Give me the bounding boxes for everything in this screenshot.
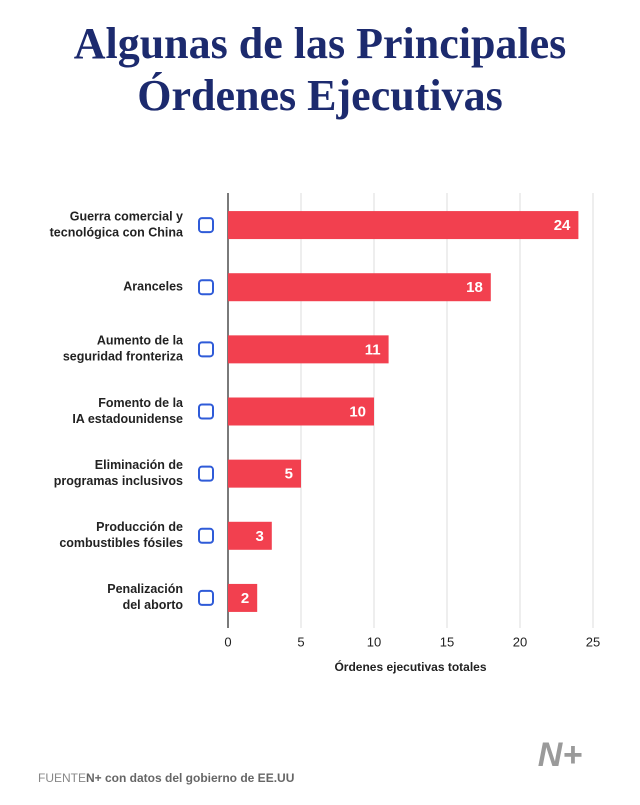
y-tick-label: combustibles fósiles xyxy=(59,536,183,550)
value-label: 11 xyxy=(365,341,381,358)
x-tick-label: 0 xyxy=(224,634,231,649)
value-label: 24 xyxy=(554,217,571,234)
x-tick-label: 5 xyxy=(297,634,304,649)
category-icon xyxy=(198,589,214,606)
value-label: 5 xyxy=(285,466,293,483)
x-tick-label: 10 xyxy=(367,634,381,649)
y-tick-label: del aborto xyxy=(123,598,184,612)
bar xyxy=(228,521,272,550)
bar xyxy=(228,211,579,240)
category-icon xyxy=(198,341,214,358)
y-tick-label: Eliminación de xyxy=(95,458,183,472)
category-icon xyxy=(198,465,214,482)
bar xyxy=(228,583,258,612)
category-icon xyxy=(198,279,214,296)
value-label: 3 xyxy=(255,528,263,545)
value-label: 18 xyxy=(466,279,483,296)
bar xyxy=(228,459,301,488)
chart-title: Órdenes Ejecutivas xyxy=(137,71,502,120)
bar xyxy=(228,335,389,364)
x-axis-label: Órdenes ejecutivas totales xyxy=(334,659,486,674)
y-tick-label: programas inclusivos xyxy=(54,474,183,488)
logo: N+ xyxy=(538,736,583,774)
value-label: 2 xyxy=(241,590,249,607)
y-tick-label: tecnológica con China xyxy=(50,225,184,239)
bar xyxy=(228,397,374,426)
category-icon xyxy=(198,217,214,234)
y-tick-label: IA estadounidense xyxy=(72,412,183,426)
x-tick-label: 20 xyxy=(513,634,527,649)
source-label: FUENTE xyxy=(38,771,86,785)
y-tick-label: Aumento de la xyxy=(97,334,184,348)
value-label: 10 xyxy=(349,403,366,420)
y-tick-label: Aranceles xyxy=(123,280,183,294)
x-tick-label: 25 xyxy=(586,634,600,649)
y-tick-label: Penalización xyxy=(107,582,183,596)
y-tick-label: seguridad fronteriza xyxy=(63,350,184,364)
y-tick-label: Guerra comercial y xyxy=(70,209,183,223)
x-tick-label: 15 xyxy=(440,634,454,649)
chart-title: Algunas de las Principales xyxy=(74,19,567,68)
category-icon xyxy=(198,527,214,544)
source-text: N+ con datos del gobierno de EE.UU xyxy=(86,771,294,785)
category-icon xyxy=(198,403,214,420)
y-tick-label: Fomento de la xyxy=(98,396,184,410)
bar xyxy=(228,273,491,302)
y-tick-label: Producción de xyxy=(96,520,183,534)
